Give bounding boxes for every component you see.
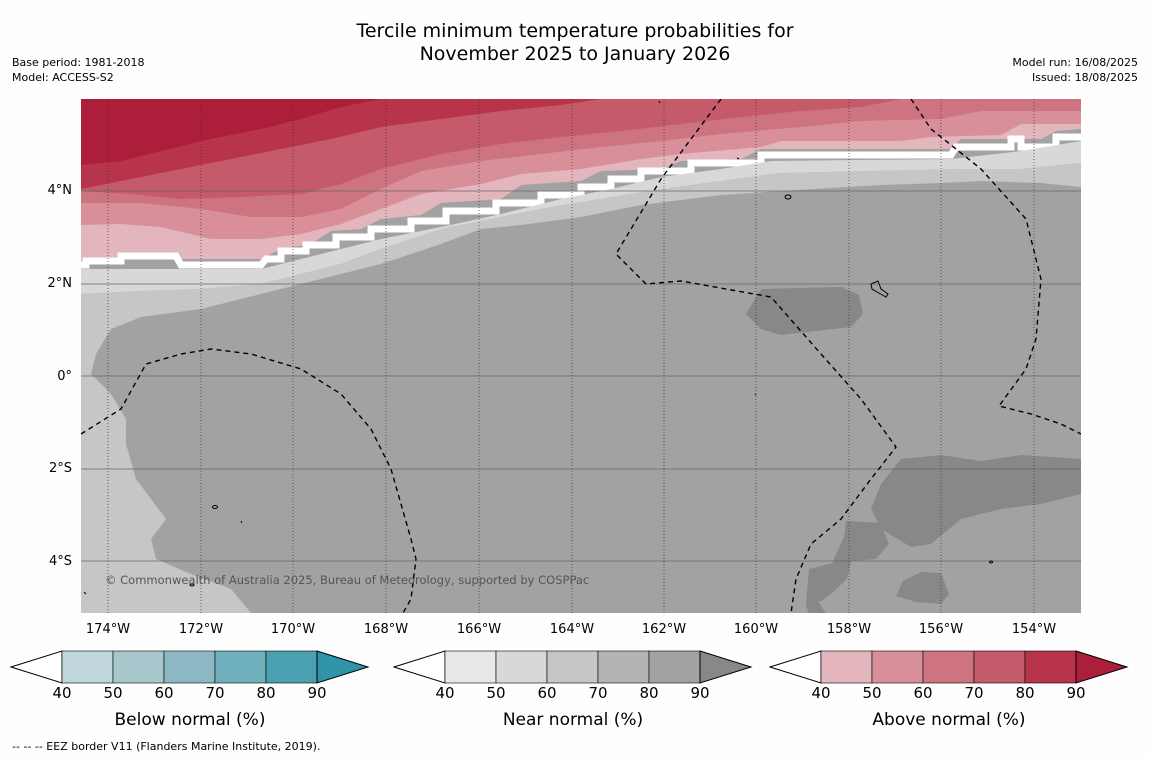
colorbar-segment <box>648 650 701 684</box>
lon-label: 164°W <box>549 622 595 637</box>
cb-tick: 80 <box>1015 684 1035 702</box>
cb-tick: 50 <box>862 684 882 702</box>
near-normal-90-patch <box>746 287 863 335</box>
lon-label: 154°W <box>1011 622 1057 637</box>
cb-tick: 60 <box>913 684 933 702</box>
near-normal-90-patch <box>896 572 949 604</box>
lat-label: 4°S <box>48 554 72 569</box>
lon-label: 166°W <box>456 622 502 637</box>
lon-label: 172°W <box>178 622 224 637</box>
lat-label: 2°N <box>47 276 73 291</box>
cb-tick: 70 <box>205 684 225 702</box>
cb-tick: 40 <box>52 684 72 702</box>
colorbar-segment <box>495 650 548 684</box>
model-run: Model run: 16/08/2025 <box>1012 56 1138 69</box>
colorbar-segment <box>112 650 165 684</box>
cb-tick: 40 <box>811 684 831 702</box>
model-name: Model: ACCESS-S2 <box>12 71 114 84</box>
colorbar-end-arrow <box>316 650 370 684</box>
lon-label: 170°W <box>270 622 316 637</box>
title-line-1: Tercile minimum temperature probabilitie… <box>356 20 794 42</box>
colorbar-segment <box>546 650 599 684</box>
cb-tick: 60 <box>154 684 174 702</box>
cb-tick: 80 <box>639 684 659 702</box>
near-normal-50-region <box>81 141 1081 294</box>
near-normal-90-patch <box>871 455 1081 547</box>
map-title: Tercile minimum temperature probabilitie… <box>0 20 1150 66</box>
lon-label: 158°W <box>826 622 872 637</box>
above-normal-90-band <box>81 99 381 165</box>
issued-date: Issued: 18/08/2025 <box>1031 71 1138 84</box>
colorbar-end-arrow <box>1075 650 1129 684</box>
colorbar-title-below: Below normal (%) <box>114 710 266 730</box>
colorbar-title-near: Near normal (%) <box>502 710 644 730</box>
cb-tick: 70 <box>588 684 608 702</box>
lon-label: 160°W <box>733 622 779 637</box>
lon-label: 156°W <box>918 622 964 637</box>
colorbar-title-above: Above normal (%) <box>872 710 1026 730</box>
near-normal-70-region <box>81 163 1081 613</box>
cb-tick: 90 <box>1066 684 1086 702</box>
cb-tick: 80 <box>256 684 276 702</box>
meta-left: Base period: 1981-2018 Model: ACCESS-S2 <box>12 55 144 85</box>
lat-label: 2°S <box>48 461 72 476</box>
base-period: Base period: 1981-2018 <box>12 56 145 69</box>
colorbar-segment <box>922 650 975 684</box>
lon-label: 174°W <box>85 622 131 637</box>
near-normal-90-patch <box>806 521 887 603</box>
colorbar-segment <box>214 650 267 684</box>
colorbar-segment <box>444 650 497 684</box>
colorbar-segment <box>163 650 216 684</box>
islands <box>83 100 993 595</box>
colorbar-segment <box>597 650 650 684</box>
cb-tick: 50 <box>486 684 506 702</box>
cb-tick: 40 <box>435 684 455 702</box>
colorbar-segment <box>820 650 873 684</box>
lat-label: 4°N <box>47 183 73 198</box>
meta-right: Model run: 16/08/2025 Issued: 18/08/2025 <box>1012 55 1138 85</box>
colorbar-above-normal <box>769 650 1129 684</box>
eez-footnote: -- -- -- EEZ border V11 (Flanders Marine… <box>12 740 321 753</box>
cb-tick: 90 <box>307 684 327 702</box>
lat-label: 0° <box>57 369 72 384</box>
colorbar-segment <box>1024 650 1077 684</box>
eez-border <box>81 99 1081 613</box>
lat-gridlines <box>81 190 1081 562</box>
cb-tick: 90 <box>690 684 710 702</box>
cb-tick: 50 <box>103 684 123 702</box>
copyright-notice: © Commonwealth of Australia 2025, Bureau… <box>105 573 589 587</box>
colorbar-below-normal <box>10 650 370 684</box>
colorbar-near-normal <box>393 650 753 684</box>
colorbar-end-arrow <box>699 650 753 684</box>
colorbar-segment <box>265 650 318 684</box>
lon-label: 162°W <box>641 622 687 637</box>
cb-tick: 60 <box>537 684 557 702</box>
title-line-2: November 2025 to January 2026 <box>419 43 731 65</box>
cb-tick: 70 <box>964 684 984 702</box>
lon-label: 168°W <box>363 622 409 637</box>
map-plot: © Commonwealth of Australia 2025, Bureau… <box>81 99 1081 613</box>
colorbar-segment <box>61 650 114 684</box>
colorbar-segment <box>973 650 1026 684</box>
colorbar-segment <box>871 650 924 684</box>
